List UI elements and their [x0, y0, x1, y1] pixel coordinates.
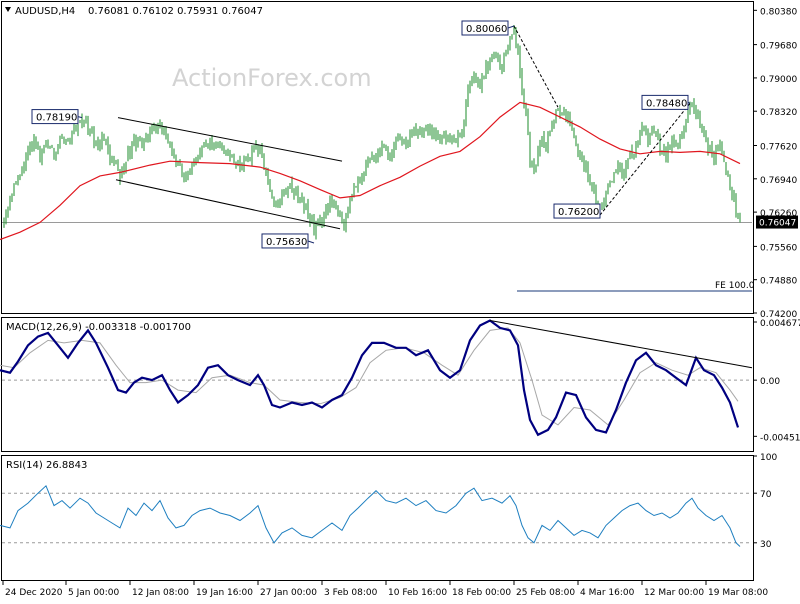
- price-axis-label: 0.76260: [760, 209, 797, 219]
- time-axis-label: 5 Jan 00:00: [68, 588, 120, 598]
- price-axis-label: 0.79680: [760, 42, 797, 52]
- price-axis-label: 0.77620: [760, 143, 797, 153]
- price-annotation-label: 0.80060: [466, 24, 507, 35]
- annotation-connector: [307, 240, 315, 244]
- price-header: AUDUSD,H4 0.76081 0.76102 0.75931 0.7604…: [5, 6, 263, 17]
- macd-axis-label: 0.004677: [760, 319, 800, 329]
- rsi-line: [0, 484, 741, 547]
- symbol-label: AUDUSD,H4: [15, 6, 75, 17]
- current-price-label: 0.76047: [759, 219, 796, 229]
- annotation-connector: [687, 101, 691, 104]
- price-axis-label: 0.74200: [760, 310, 797, 320]
- current-price-tag: [756, 215, 798, 229]
- time-axis-label: 19 Mar 08:00: [708, 588, 768, 598]
- rsi-layer: [0, 484, 752, 547]
- price-axis-label: 0.74880: [760, 277, 797, 287]
- annotation-connector: [77, 116, 83, 119]
- macd-panel: [1, 317, 754, 452]
- time-axis-label: 27 Jan 00:00: [260, 588, 317, 598]
- channel-line: [115, 179, 341, 230]
- time-axis-label: 24 Dec 2020: [5, 588, 63, 598]
- macd-trendline: [489, 319, 753, 369]
- rsi-axis-label: 30: [760, 540, 772, 550]
- macd-axis-label: -0.004519: [760, 433, 800, 443]
- price-layer: 0.80060 0.78190 0.78480 0.76200 0.75630 FE 10…: [0, 20, 755, 292]
- macd-signal-line: [0, 327, 739, 426]
- annotation-connector: [507, 25, 515, 29]
- moving-average-line: [0, 101, 741, 241]
- time-axis-label: 25 Feb 08:00: [516, 588, 575, 598]
- dotted-projection-line: [513, 25, 559, 108]
- price-axis-label: 0.76940: [760, 176, 797, 186]
- candles: [3, 25, 741, 240]
- fe-label: FE 100.0: [715, 281, 755, 291]
- price-annotation-label: 0.76200: [558, 207, 599, 218]
- time-axis-label: 3 Feb 08:00: [324, 588, 378, 598]
- price-annotation-label: 0.78480: [646, 98, 687, 109]
- price-axis-label: 0.75560: [760, 243, 797, 253]
- channel-line: [117, 117, 343, 162]
- watermark: ActionForex.com: [172, 64, 372, 92]
- time-axis-label: 10 Feb 16:00: [388, 588, 447, 598]
- price-annotation-label: 0.78190: [36, 113, 77, 124]
- axis-layer: 0.80380 0.79680 0.79000 0.78320 0.77620 0.769…: [2, 7, 800, 598]
- macd-title: MACD(12,26,9) -0.003318 -0.001700: [6, 322, 191, 333]
- time-axis-label: 12 Mar 00:00: [644, 588, 704, 598]
- dropdown-arrow-icon: [5, 7, 11, 12]
- price-axis-label: 0.80380: [760, 7, 797, 17]
- rsi-axis-label: 100: [760, 453, 777, 463]
- price-annotation-label: 0.75630: [266, 237, 307, 248]
- price-axis-label: 0.78320: [760, 108, 797, 118]
- rsi-title: RSI(14) 26.8843: [6, 460, 87, 471]
- macd-layer: [0, 319, 753, 437]
- time-axis-label: 19 Jan 16:00: [196, 588, 253, 598]
- dotted-projection-line: [599, 103, 691, 216]
- time-axis-label: 18 Feb 00:00: [452, 588, 511, 598]
- ohlc-values: 0.76081 0.76102 0.75931 0.76047: [88, 6, 263, 17]
- macd-axis-label: 0.00: [760, 377, 780, 387]
- time-axis-label: 4 Mar 16:00: [580, 588, 635, 598]
- price-axis-label: 0.79000: [760, 75, 797, 85]
- rsi-axis-label: 70: [760, 490, 772, 500]
- rsi-panel: [1, 455, 754, 581]
- time-axis-label: 12 Jan 08:00: [132, 588, 189, 598]
- macd-line: [0, 319, 740, 437]
